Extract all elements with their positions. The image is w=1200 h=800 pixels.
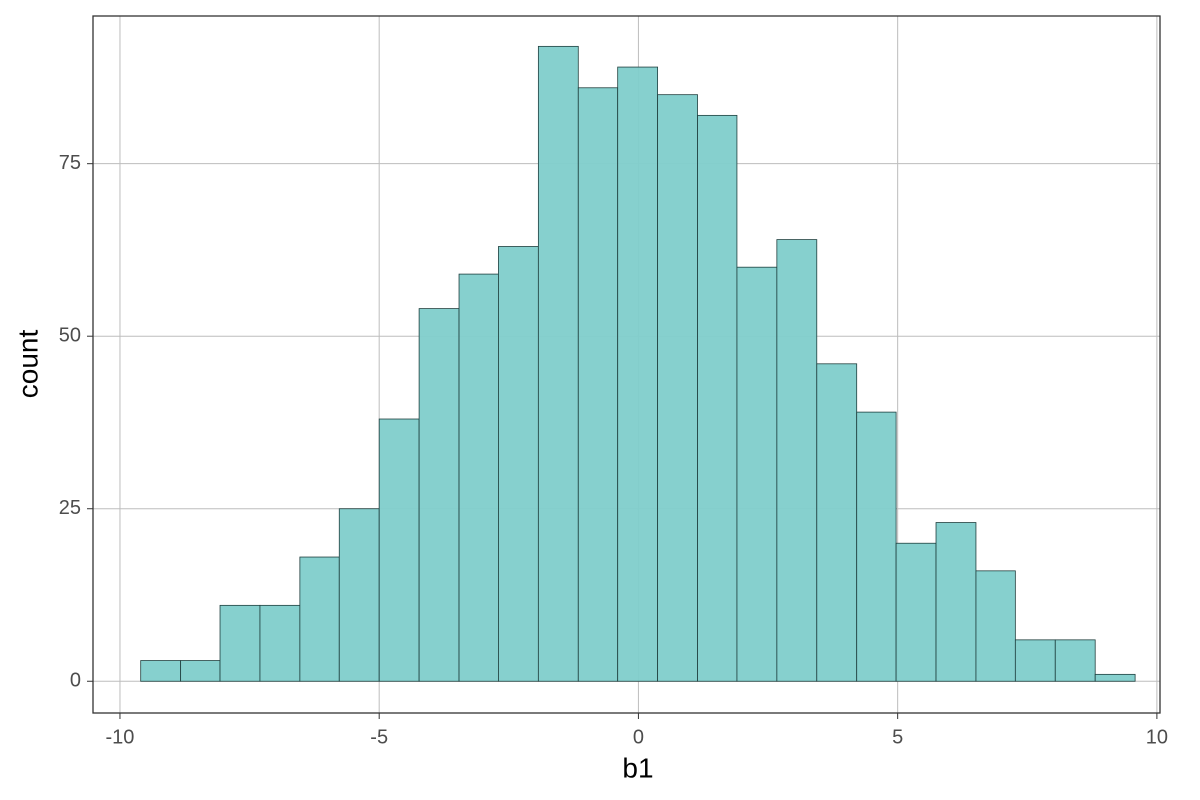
bar	[975, 570, 1016, 682]
bar	[816, 363, 858, 682]
bar	[736, 266, 778, 682]
x-tick-label: 5	[892, 726, 903, 748]
bar	[617, 66, 659, 682]
bar	[537, 45, 579, 682]
bar	[219, 604, 261, 682]
bar	[776, 239, 818, 682]
x-tick-label: -10	[106, 726, 135, 748]
bar	[140, 660, 182, 682]
panel-border	[92, 15, 1161, 714]
bar	[299, 556, 340, 682]
bar	[1054, 639, 1096, 682]
bar	[418, 308, 460, 682]
bar	[259, 604, 301, 682]
x-tick-label: -5	[370, 726, 388, 748]
bar	[338, 508, 380, 682]
bar	[697, 114, 738, 682]
bar	[1094, 673, 1136, 682]
y-tick-label: 25	[59, 497, 81, 519]
y-tick-label: 75	[59, 152, 81, 174]
bar	[657, 94, 698, 682]
x-axis-label: b1	[622, 752, 653, 783]
y-tick-label: 0	[70, 670, 81, 692]
bar	[378, 418, 420, 682]
bar	[577, 87, 619, 682]
bar	[180, 660, 221, 682]
bar	[498, 246, 539, 682]
bar	[1014, 639, 1056, 682]
bar	[458, 273, 499, 682]
bar	[935, 522, 977, 682]
y-tick-label: 50	[59, 324, 81, 346]
bar	[856, 411, 897, 682]
x-tick-label: 0	[633, 726, 644, 748]
x-tick-label: 10	[1146, 726, 1168, 748]
bar	[895, 542, 937, 682]
y-axis-label: count	[12, 330, 43, 399]
